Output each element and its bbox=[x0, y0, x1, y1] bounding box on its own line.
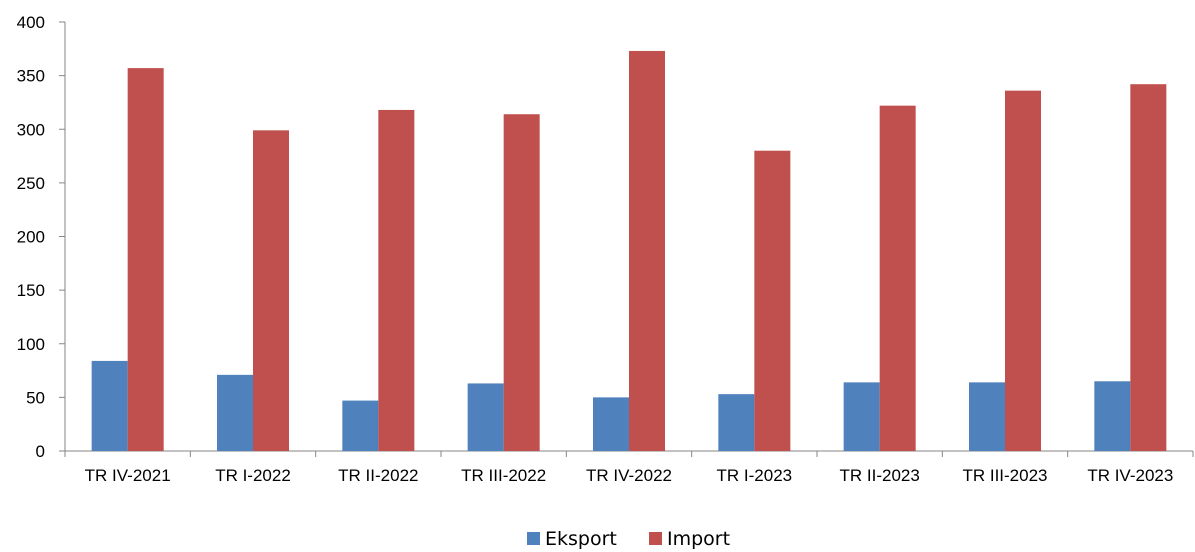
bar-import-4 bbox=[629, 50, 665, 452]
legend-swatch-eksport bbox=[527, 532, 540, 545]
bar-eksport-3 bbox=[467, 383, 504, 451]
x-axis: TR IV-2021 TR I-2022 TR II-2022 TR III-2022… bbox=[64, 450, 1194, 485]
bar-eksport-2 bbox=[342, 400, 379, 451]
bar-eksport-1 bbox=[217, 374, 253, 451]
legend: Eksport Import bbox=[527, 528, 730, 550]
bar-import-2 bbox=[378, 109, 415, 451]
bar-eksport-5 bbox=[718, 394, 755, 451]
x-tick-label: TR I-2023 bbox=[717, 466, 793, 485]
y-tick-label: 400 bbox=[17, 13, 45, 32]
bar-eksport-8 bbox=[1094, 381, 1131, 451]
bar-import-6 bbox=[879, 105, 916, 451]
bars bbox=[91, 50, 1167, 452]
bar-eksport-6 bbox=[843, 382, 880, 451]
bar-import-1 bbox=[253, 130, 289, 451]
x-tick-label: TR IV-2021 bbox=[85, 466, 171, 485]
x-tick-label: TR IV-2022 bbox=[586, 466, 672, 485]
y-tick-label: 150 bbox=[17, 281, 45, 300]
bar-import-7 bbox=[1005, 90, 1041, 451]
y-tick-label: 300 bbox=[17, 120, 45, 139]
bar-import-0 bbox=[127, 68, 164, 452]
x-tick-label: TR I-2022 bbox=[215, 466, 291, 485]
x-tick-label: TR II-2022 bbox=[338, 466, 418, 485]
bar-eksport-0 bbox=[91, 360, 128, 451]
y-tick-label: 350 bbox=[17, 67, 45, 86]
bar-import-8 bbox=[1130, 84, 1167, 451]
y-tick-label: 50 bbox=[26, 388, 45, 407]
bar-import-5 bbox=[754, 150, 791, 451]
y-tick-label: 0 bbox=[36, 442, 45, 461]
legend-label-eksport: Eksport bbox=[545, 528, 617, 550]
legend-label-import: Import bbox=[667, 528, 730, 550]
y-tick-label: 100 bbox=[17, 335, 45, 354]
bar-eksport-7 bbox=[969, 382, 1005, 451]
y-axis: 0 50 100 150 200 250 300 350 400 bbox=[17, 13, 66, 461]
bar-import-3 bbox=[503, 114, 540, 452]
legend-swatch-import bbox=[649, 532, 662, 545]
y-tick-label: 250 bbox=[17, 174, 45, 193]
x-tick-label: TR II-2023 bbox=[840, 466, 920, 485]
x-tick-label: TR III-2022 bbox=[461, 466, 546, 485]
bar-eksport-4 bbox=[593, 397, 629, 451]
y-tick-label: 200 bbox=[17, 228, 45, 247]
x-tick-label: TR III-2023 bbox=[962, 466, 1047, 485]
x-tick-label: TR IV-2023 bbox=[1087, 466, 1173, 485]
